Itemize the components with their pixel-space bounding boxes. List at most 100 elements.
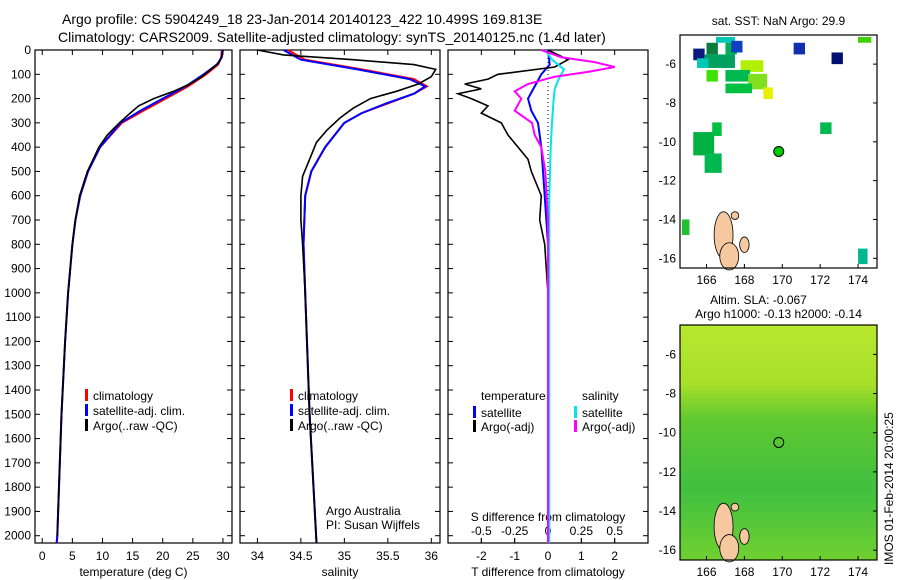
- lat-tick-label: -12: [659, 174, 677, 188]
- s-tick-label: 0.25: [570, 524, 594, 538]
- imos-timestamp: IMOS 01-Feb-2014 20:00:25: [882, 412, 896, 565]
- legend-swatch: [473, 420, 476, 432]
- y-tick-label: 300: [11, 116, 31, 130]
- land-island: [730, 211, 740, 220]
- lat-tick-label: -14: [659, 504, 677, 518]
- sst-pixel: [693, 48, 705, 61]
- land-island: [719, 242, 740, 271]
- lat-tick-label: -8: [665, 387, 676, 401]
- legend-label: satellite: [582, 406, 623, 420]
- series-line-argo-raw-qc-: [56, 49, 224, 536]
- sst-pixel: [712, 122, 722, 136]
- argo-position-marker: [773, 145, 785, 157]
- x-tick-label: 1: [578, 549, 585, 563]
- lon-tick-label: 172: [810, 273, 830, 287]
- s-tick-label: -0.25: [501, 524, 529, 538]
- x-axis-label: temperature (deg C): [79, 565, 187, 579]
- legend-swatch: [290, 404, 293, 416]
- y-tick-label: 1700: [4, 456, 31, 470]
- lon-tick-label: 168: [734, 565, 754, 579]
- sst-pixel: [693, 132, 715, 156]
- x-tick-label: 30: [216, 549, 230, 563]
- x-tick-label: 35: [338, 549, 352, 563]
- sst-pixel: [731, 40, 743, 53]
- x-tick-label: 35.5: [376, 549, 400, 563]
- argo-position-marker: [773, 436, 785, 448]
- y-tick-label: 1900: [4, 504, 31, 518]
- lat-tick-label: -16: [659, 543, 677, 557]
- sst-pixel: [725, 69, 751, 82]
- sst-pixel: [725, 83, 752, 94]
- y-tick-label: 500: [11, 164, 31, 178]
- y-tick-label: 900: [11, 262, 31, 276]
- s-tick-label: 0.5: [606, 524, 623, 538]
- lat-tick-label: -8: [665, 96, 676, 110]
- sst-pixel: [740, 60, 764, 72]
- legend-swatch: [290, 389, 293, 401]
- panel-frame-1: [34, 49, 233, 544]
- sst-pixel: [763, 87, 773, 100]
- sst-pixel: [697, 58, 709, 69]
- legend-label: climatology: [93, 389, 153, 403]
- legend-label: Argo(-adj): [481, 420, 534, 434]
- lon-tick-label: 170: [772, 565, 792, 579]
- lon-tick-label: 174: [848, 565, 868, 579]
- panel-frame-2: [239, 49, 441, 544]
- legend-label: climatology: [298, 389, 358, 403]
- lat-tick-label: -14: [659, 212, 677, 226]
- x-tick-label: 34.5: [289, 549, 313, 563]
- land-island: [739, 236, 750, 253]
- annotation: Argo Australia: [326, 504, 401, 518]
- x-axis-label: salinity: [322, 565, 359, 579]
- sst-pixel: [793, 42, 806, 55]
- legend-swatch: [85, 419, 88, 431]
- lat-tick-label: -16: [659, 251, 677, 265]
- sst-pixel: [704, 153, 722, 173]
- legend-label: satellite-adj. clim.: [298, 404, 390, 418]
- y-tick-label: 100: [11, 67, 31, 81]
- legend-label: Argo(..raw -QC): [93, 419, 178, 433]
- sla-field: [680, 325, 877, 560]
- x-tick-label: 5: [69, 549, 76, 563]
- y-tick-label: 1200: [4, 334, 31, 348]
- legend-label: Argo(..raw -QC): [298, 419, 383, 433]
- series-line-temperature-argo-adj-: [455, 49, 570, 543]
- sst-pixel: [858, 36, 872, 43]
- series-line-argo-raw-qc-: [257, 49, 437, 544]
- sst-pixel: [715, 36, 735, 43]
- legend-swatch: [85, 389, 88, 401]
- y-tick-label: 1100: [5, 310, 31, 324]
- y-tick-label: 1300: [4, 359, 31, 373]
- legend-label: satellite: [481, 406, 522, 420]
- map-frame-1: [679, 34, 878, 269]
- y-tick-label: 2000: [4, 529, 31, 543]
- sst-pixel: [831, 52, 843, 65]
- s-tick-label: -0.5: [471, 524, 492, 538]
- title-line-1: Argo profile: CS 5904249_18 23-Jan-2014 …: [62, 11, 542, 27]
- series-line-climatology: [287, 49, 430, 544]
- x-axis-label: T difference from climatology: [471, 565, 625, 579]
- title-line-2: Climatology: CARS2009. Satellite-adjuste…: [58, 29, 606, 45]
- lon-tick-label: 166: [697, 273, 717, 287]
- y-tick-label: 1600: [4, 432, 31, 446]
- x-tick-label: 10: [96, 549, 110, 563]
- y-tick-label: 1400: [4, 383, 31, 397]
- sst-pixel: [858, 248, 868, 265]
- y-tick-label: 200: [11, 92, 31, 106]
- y-tick-label: 1500: [4, 407, 31, 421]
- sst-pixel: [704, 54, 735, 69]
- legend-swatch: [85, 404, 88, 416]
- map-frame-2: [679, 324, 878, 561]
- series-line-salinity-argo-adj-: [513, 49, 615, 543]
- sst-pixel: [706, 69, 718, 82]
- map-title: sat. SST: NaN Argo: 29.9: [712, 14, 846, 28]
- legend-header: temperature: [481, 389, 546, 403]
- lon-tick-label: 166: [697, 565, 717, 579]
- legend-label: Argo(-adj): [582, 420, 635, 434]
- lat-tick-label: -10: [659, 135, 677, 149]
- lat-tick-label: -12: [659, 465, 677, 479]
- lat-tick-label: -6: [665, 347, 676, 361]
- y-tick-label: 600: [11, 189, 31, 203]
- annotation: PI: Susan Wijffels: [326, 518, 420, 532]
